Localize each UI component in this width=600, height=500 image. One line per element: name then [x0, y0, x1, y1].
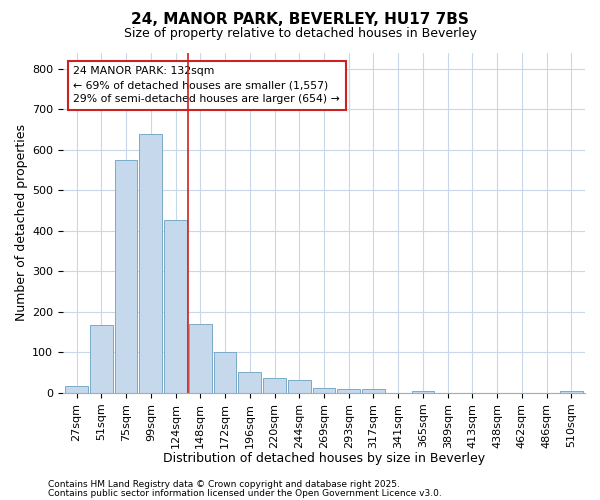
X-axis label: Distribution of detached houses by size in Beverley: Distribution of detached houses by size …: [163, 452, 485, 465]
Bar: [214, 352, 236, 393]
Bar: [263, 378, 286, 393]
Bar: [65, 386, 88, 393]
Text: 24 MANOR PARK: 132sqm
← 69% of detached houses are smaller (1,557)
29% of semi-d: 24 MANOR PARK: 132sqm ← 69% of detached …: [73, 66, 340, 104]
Bar: [238, 372, 261, 393]
Bar: [164, 220, 187, 393]
Bar: [139, 134, 162, 393]
Bar: [115, 160, 137, 393]
Text: Contains HM Land Registry data © Crown copyright and database right 2025.: Contains HM Land Registry data © Crown c…: [48, 480, 400, 489]
Text: Contains public sector information licensed under the Open Government Licence v3: Contains public sector information licen…: [48, 488, 442, 498]
Bar: [337, 389, 360, 393]
Y-axis label: Number of detached properties: Number of detached properties: [15, 124, 28, 321]
Bar: [189, 324, 212, 393]
Bar: [412, 391, 434, 393]
Text: Size of property relative to detached houses in Beverley: Size of property relative to detached ho…: [124, 28, 476, 40]
Bar: [362, 390, 385, 393]
Bar: [90, 325, 113, 393]
Bar: [560, 391, 583, 393]
Bar: [313, 388, 335, 393]
Bar: [288, 380, 311, 393]
Text: 24, MANOR PARK, BEVERLEY, HU17 7BS: 24, MANOR PARK, BEVERLEY, HU17 7BS: [131, 12, 469, 28]
